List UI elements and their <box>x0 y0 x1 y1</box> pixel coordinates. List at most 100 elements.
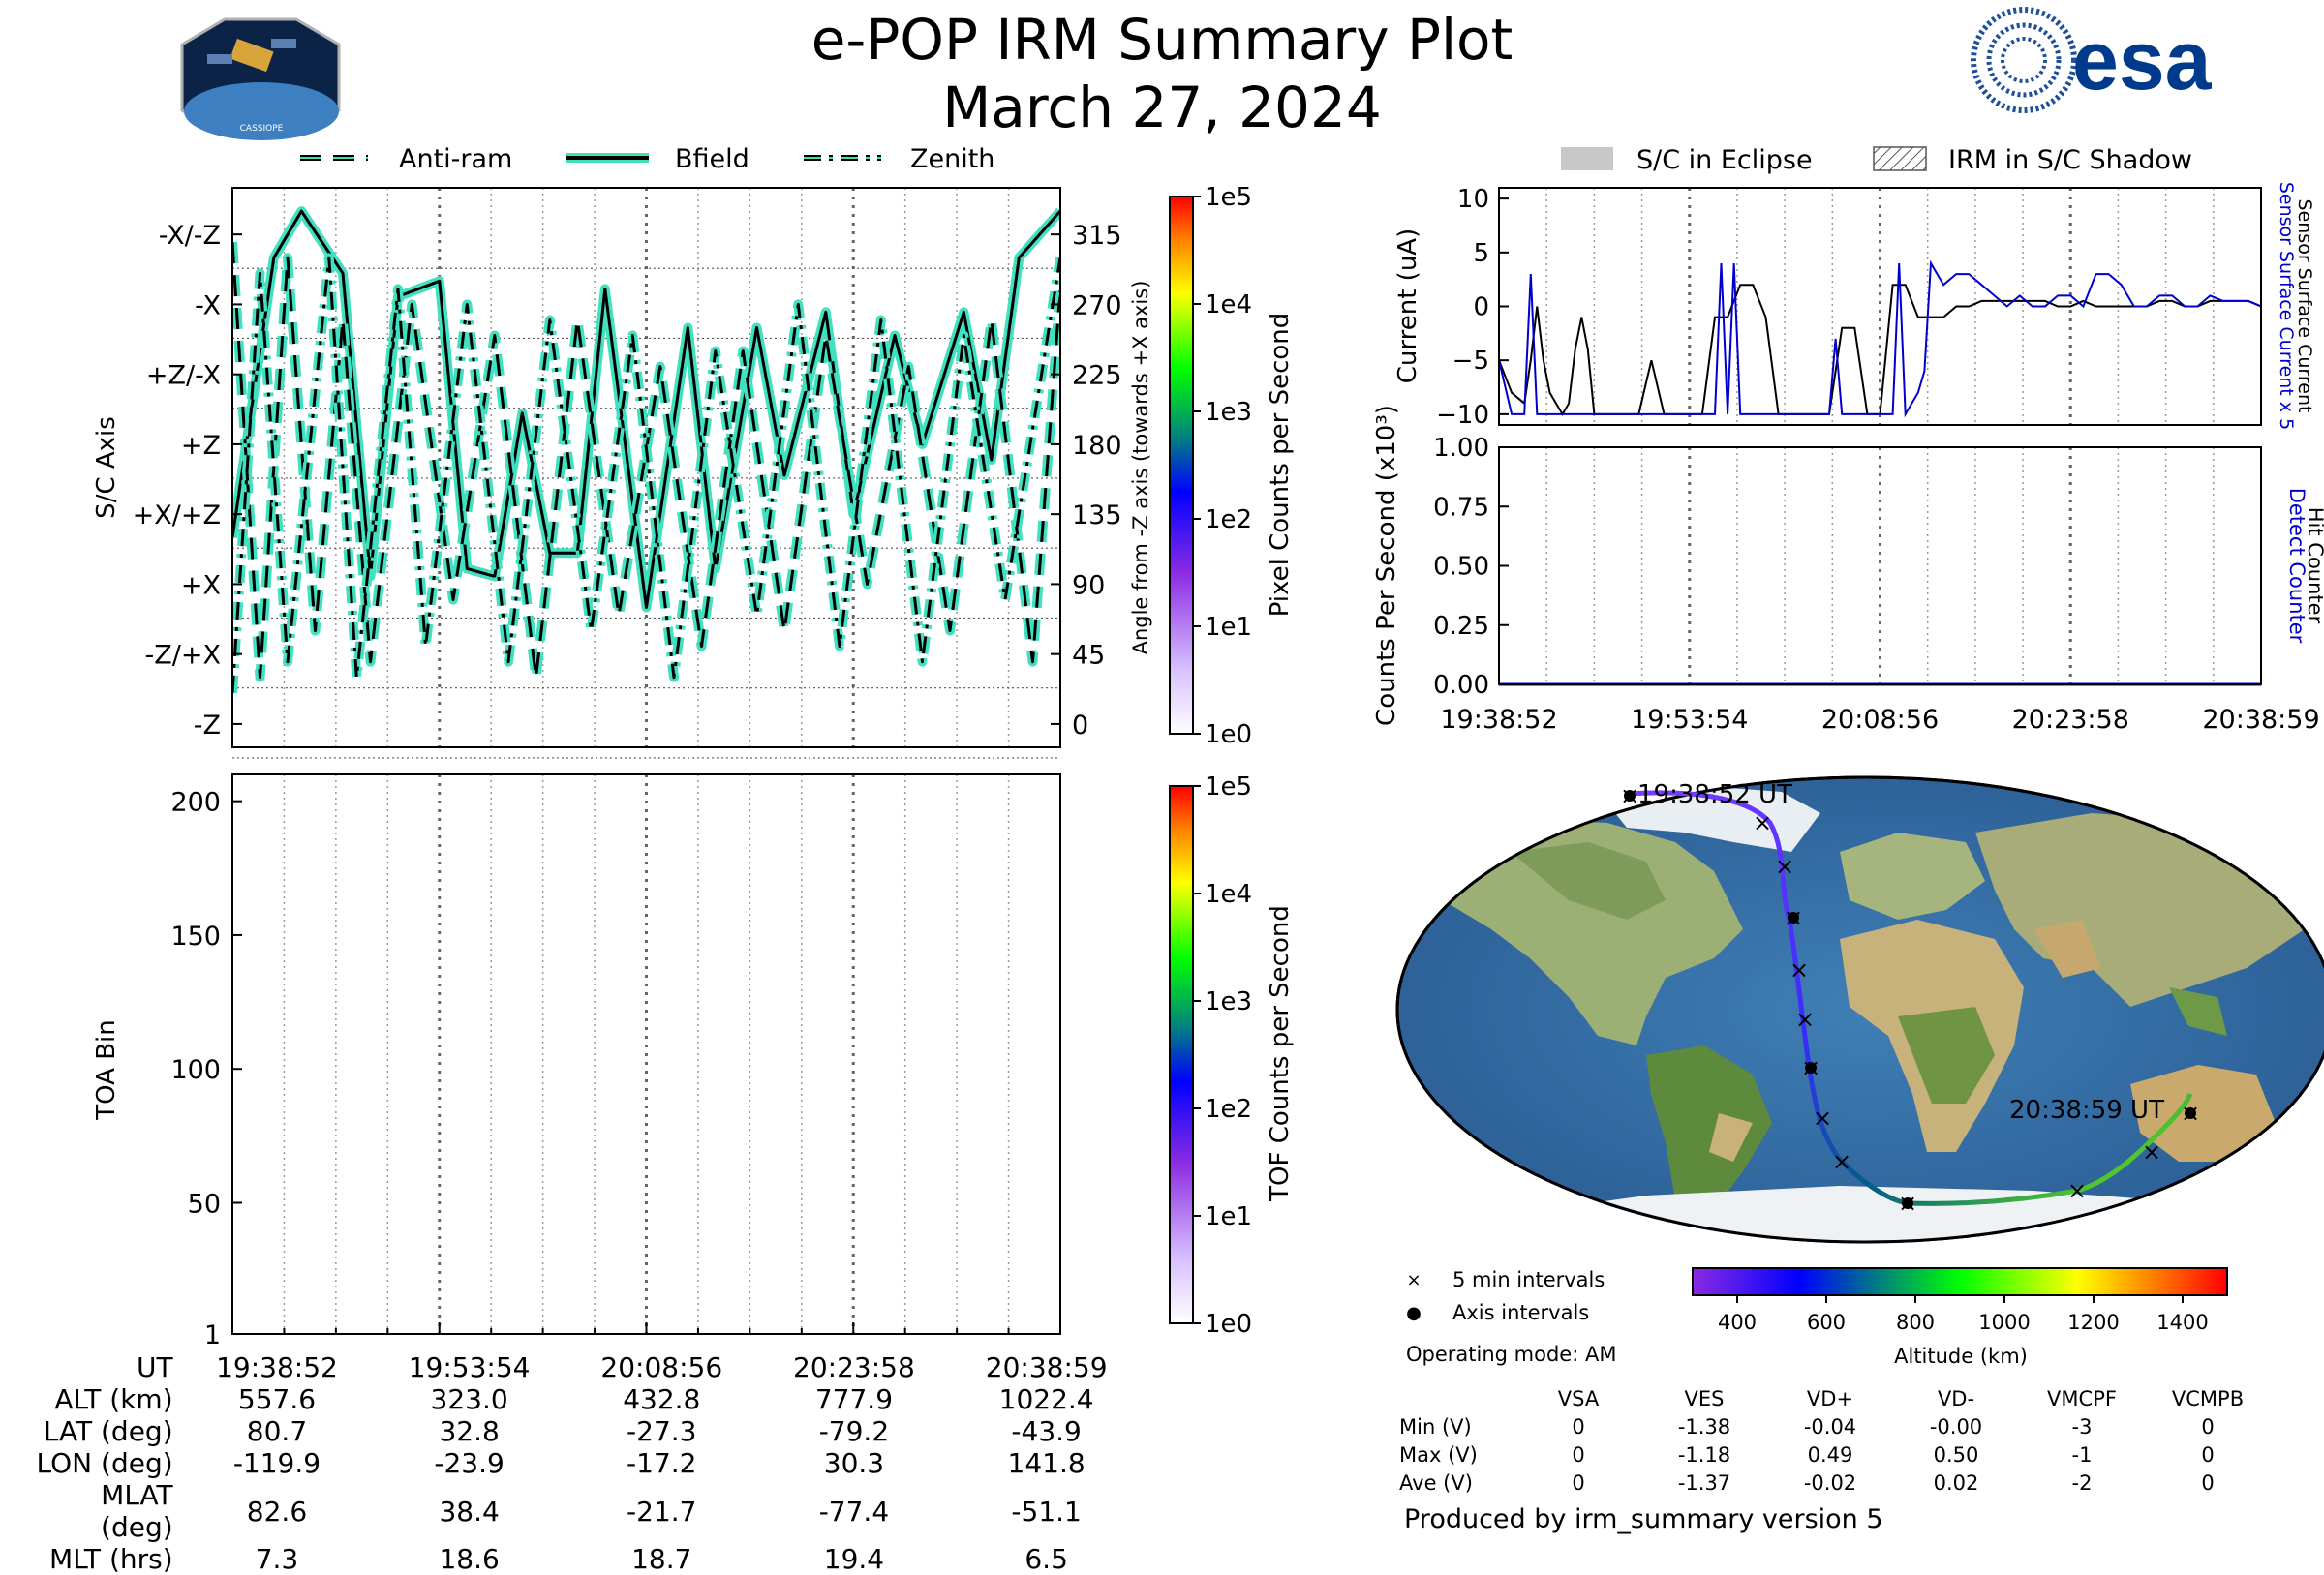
voltage-row: Ave (V) 0 -1.37 -0.02 0.02 -2 0 <box>1399 1469 2271 1497</box>
plot-title: e-POP IRM Summary Plot <box>810 7 1514 73</box>
pixel-colorbar-tick: 1e5 <box>1205 183 1252 212</box>
ephemeris-cell: 32.8 <box>439 1415 500 1447</box>
time-tick-label: 19:53:54 <box>1631 705 1748 735</box>
ephemeris-cell: 141.8 <box>1007 1447 1086 1479</box>
voltage-header: VD- <box>1937 1386 1975 1410</box>
five-min-marker: × <box>1832 1148 1851 1175</box>
time-tick-label: 20:08:56 <box>1821 705 1939 735</box>
orientation-axis-tick-label: +X/+Z <box>133 500 221 530</box>
voltage-row: Max (V) 0 -1.18 0.49 0.50 -1 0 <box>1399 1440 2271 1469</box>
ephemeris-cell: 20:08:56 <box>600 1351 723 1383</box>
current-tick-label: 10 <box>1457 185 1489 214</box>
ephemeris-row-label: LON (deg) <box>36 1447 173 1479</box>
ephemeris-cell: 323.0 <box>430 1383 508 1415</box>
ephemeris-row: MLAT (deg) 82.6 38.4 -21.7 -77.4 -51.1 <box>29 1479 1143 1543</box>
tof-colorbar-tick: 1e4 <box>1205 880 1252 909</box>
ephemeris-cell: 1022.4 <box>998 1383 1094 1415</box>
ephemeris-row-label: LAT (deg) <box>43 1415 173 1447</box>
voltage-header: VMCPF <box>2047 1386 2117 1410</box>
esa-logo: esa <box>1971 7 2213 113</box>
voltage-cell: -1.37 <box>1677 1470 1731 1495</box>
pixel-colorbar-tick: 1e4 <box>1205 290 1252 319</box>
tof-colorbar-tick: 1e0 <box>1205 1310 1252 1339</box>
voltage-cell: 0.02 <box>1933 1470 1979 1495</box>
five-min-marker: × <box>1795 1006 1815 1033</box>
ephemeris-cell: 777.9 <box>814 1383 894 1415</box>
orientation-axis-tick-label: -X/-Z <box>159 221 221 251</box>
axis-interval-marker <box>2185 1107 2196 1119</box>
ephemeris-cell: 30.3 <box>823 1447 885 1479</box>
orbit-track <box>1629 790 2193 1206</box>
altitude-colorbar-tick: 1000 <box>1978 1311 2030 1334</box>
voltage-cell: -1.18 <box>1677 1442 1731 1467</box>
voltage-cell: -0.02 <box>1803 1470 1857 1495</box>
world-map: ××××××××××××× 19:38:52 UT 20:38:59 UT <box>1395 775 2324 1244</box>
toa-tick-label: 50 <box>188 1189 221 1219</box>
tof-colorbar-tick: 1e1 <box>1205 1202 1252 1231</box>
voltage-row-label: Max (V) <box>1399 1442 1478 1467</box>
toa-ylabel: TOA Bin <box>92 1019 121 1120</box>
ephemeris-cell: 20:23:58 <box>793 1351 915 1383</box>
ephemeris-cell: -23.9 <box>434 1447 505 1479</box>
ephemeris-row-label: MLAT (deg) <box>101 1479 173 1543</box>
voltage-cell: -2 <box>2071 1470 2093 1495</box>
hit-counter-label: Hit Counter <box>2304 507 2324 624</box>
five-min-label: 5 min intervals <box>1452 1268 1605 1291</box>
ephemeris-cell: -27.3 <box>627 1415 697 1447</box>
voltage-row: Min (V) 0 -1.38 -0.04 -0.00 -3 0 <box>1399 1412 2271 1440</box>
eclipse-legend: S/C in Eclipse IRM in S/C Shadow <box>1561 145 2192 175</box>
legend-antiram-label: Anti-ram <box>399 144 512 174</box>
counts-ylabel: Counts Per Second (x10³) <box>1372 405 1401 726</box>
axis-interval-marker <box>1624 790 1636 802</box>
orientation-right-axis-label: Angle from -Z axis (towards +X axis) <box>1129 281 1152 655</box>
axis-interval-marker <box>1902 1197 1913 1209</box>
current-series-line <box>1499 284 2261 416</box>
current-tick-label: 0 <box>1473 293 1489 322</box>
orientation-axis-tick-label: -X <box>195 290 221 320</box>
voltage-cell: 0 <box>2201 1442 2215 1467</box>
tof-colorbar-tick: 1e3 <box>1205 987 1252 1016</box>
pixel-colorbar-tick: 1e2 <box>1205 505 1252 534</box>
voltage-row-label: Ave (V) <box>1399 1470 1473 1495</box>
legend-eclipse-swatch <box>1561 147 1613 170</box>
pixel-colorbar-tick: 1e0 <box>1205 720 1252 749</box>
five-min-marker: × <box>1753 809 1772 836</box>
detect-counter-label: Detect Counter <box>2285 488 2309 644</box>
ephemeris-cell: -17.2 <box>627 1447 697 1479</box>
counts-tick-label: 0.00 <box>1433 671 1489 700</box>
plot-date: March 27, 2024 <box>942 75 1382 140</box>
altitude-colorbar-tick: 1400 <box>2156 1311 2208 1334</box>
legend-shadow-label: IRM in S/C Shadow <box>1948 145 2192 175</box>
pixel-colorbar-label: Pixel Counts per Second <box>1266 313 1295 618</box>
ephemeris-cell: 7.3 <box>255 1543 299 1575</box>
voltage-cell: -0.04 <box>1803 1414 1857 1439</box>
ephemeris-row-label: UT <box>137 1351 173 1383</box>
voltage-header: VSA <box>1557 1386 1600 1410</box>
counts-panel: 1.00 0.75 0.50 0.25 0.00 Counts Per Second (… <box>1372 405 2324 726</box>
ephemeris-row: LAT (deg) 80.7 32.8 -27.3 -79.2 -43.9 <box>29 1415 1143 1447</box>
orientation-angle-tick-label: 270 <box>1072 290 1122 320</box>
map-legend: × 5 min intervals ● Axis intervals Opera… <box>1406 1268 1616 1366</box>
surface-current-label: Sensor Surface Current <box>2294 199 2315 413</box>
ephemeris-row-label: MLT (hrs) <box>49 1543 173 1575</box>
ephemeris-cell: 38.4 <box>439 1495 500 1528</box>
orientation-axis-tick-label: -Z <box>194 711 221 741</box>
altitude-colorbar-tick: 600 <box>1807 1311 1846 1334</box>
current-tick-label: −10 <box>1436 401 1489 430</box>
orbit-end-label: 20:38:59 UT <box>2009 1096 2164 1125</box>
five-min-marker-icon: × <box>1406 1270 1421 1290</box>
altitude-colorbar-label: Altitude (km) <box>1894 1345 2028 1368</box>
axis-interval-marker <box>1788 912 1799 924</box>
current-tick-label: −5 <box>1452 347 1489 376</box>
ephemeris-row: MLT (hrs) 7.3 18.6 18.7 19.4 6.5 <box>29 1543 1143 1575</box>
tof-colorbar-tick: 1e5 <box>1205 772 1252 802</box>
orientation-angle-tick-label: 135 <box>1072 500 1122 530</box>
toa-tick-label: 200 <box>170 788 221 818</box>
ephemeris-cell: 18.6 <box>439 1543 500 1575</box>
toa-tick-label: 1 <box>204 1320 221 1350</box>
ephemeris-cell: 18.7 <box>631 1543 692 1575</box>
orientation-legend: Anti-ram Bfield Zenith <box>300 144 994 174</box>
ephemeris-cell: 6.5 <box>1024 1543 1068 1575</box>
toa-tick-label: 100 <box>170 1055 221 1085</box>
